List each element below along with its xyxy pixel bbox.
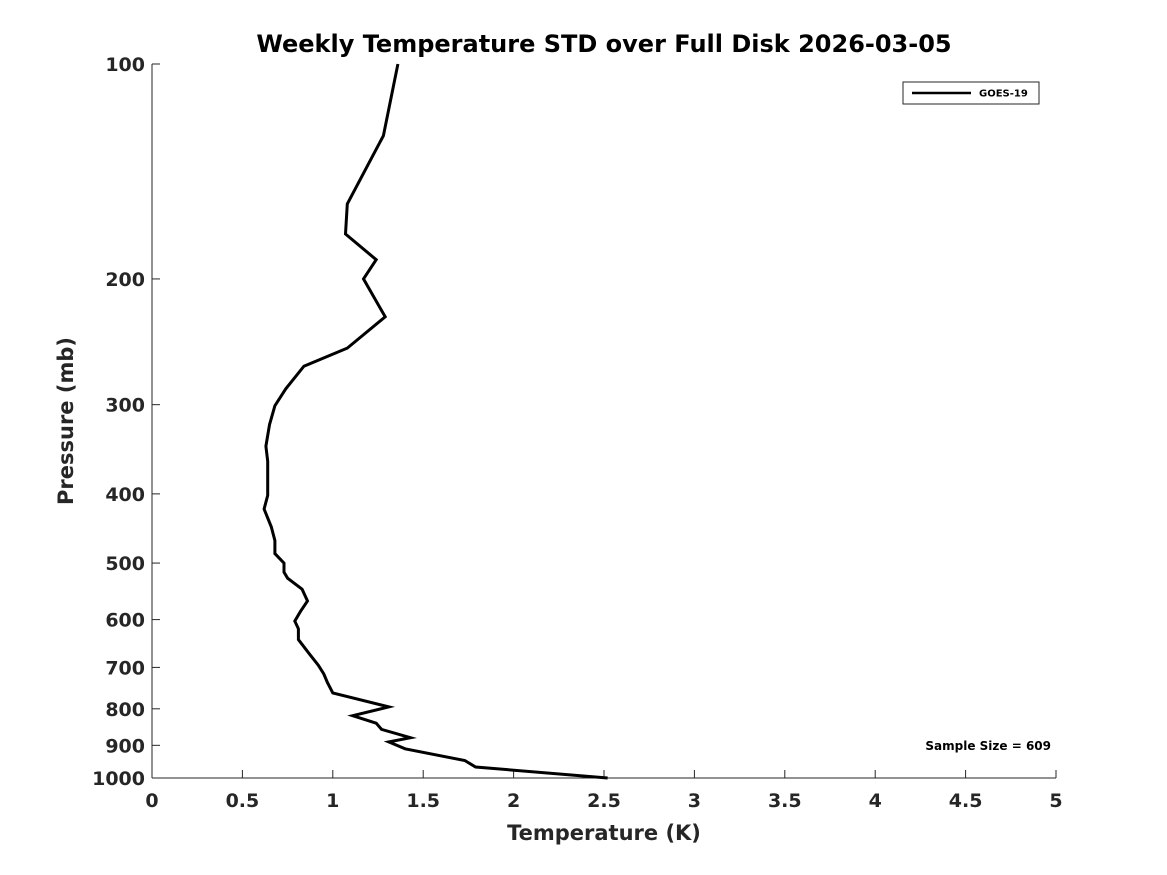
y-tick-label: 600 — [105, 610, 145, 632]
x-tick-label: 2.5 — [587, 790, 621, 812]
y-tick-label: 100 — [105, 54, 145, 76]
y-axis-label: Pressure (mb) — [54, 337, 78, 505]
x-tick-label: 1.5 — [406, 790, 440, 812]
legend: GOES-19 — [902, 81, 1040, 105]
plot-area: 0 0.5 1 1.5 2 2.5 3 3.5 4 4.5 5 100 200 300 400 500 600… — [92, 54, 1063, 812]
x-tick-label: 1 — [326, 790, 339, 812]
series-layer — [262, 63, 608, 780]
x-tick-label: 4.5 — [949, 790, 983, 812]
y-tick-label: 400 — [105, 484, 145, 506]
x-ticks: 0 0.5 1 1.5 2 2.5 3 3.5 4 4.5 5 — [145, 770, 1063, 812]
y-tick-label: 500 — [105, 553, 145, 575]
y-tick-label: 700 — [105, 657, 145, 679]
y-tick-label: 200 — [105, 269, 145, 291]
y-tick-label: 1000 — [92, 768, 145, 790]
x-tick-label: 5 — [1049, 790, 1062, 812]
x-tick-label: 0 — [145, 790, 158, 812]
sample-size-annotation: Sample Size = 609 — [925, 739, 1051, 753]
series-line-goes-19 — [262, 63, 608, 780]
y-ticks: 100 200 300 400 500 600 700 800 900 1000 — [92, 54, 160, 790]
chart-title: Weekly Temperature STD over Full Disk 20… — [256, 30, 951, 58]
x-tick-label: 2 — [507, 790, 520, 812]
x-tick-label: 3 — [688, 790, 701, 812]
x-tick-label: 3.5 — [768, 790, 802, 812]
y-tick-label: 900 — [105, 735, 145, 757]
x-tick-label: 4 — [869, 790, 882, 812]
y-tick-label: 800 — [105, 699, 145, 721]
x-axis-label: Temperature (K) — [507, 821, 701, 845]
legend-label-goes-19: GOES-19 — [979, 89, 1028, 100]
y-tick-label: 300 — [105, 395, 145, 417]
x-tick-label: 0.5 — [226, 790, 260, 812]
